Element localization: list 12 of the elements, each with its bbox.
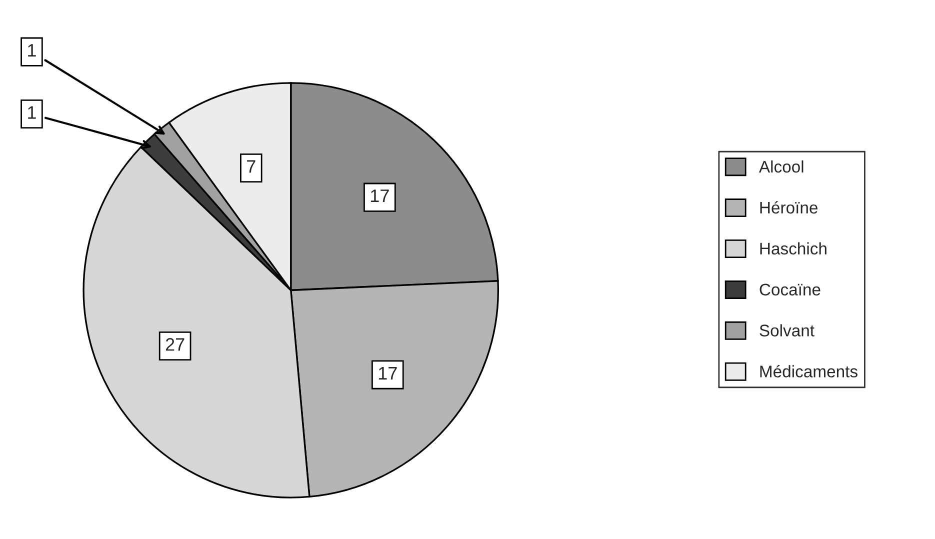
data-label: 17 xyxy=(371,190,389,202)
data-label: 17 xyxy=(378,367,397,380)
legend-label: Solvant xyxy=(760,324,814,336)
legend-label: Alcool xyxy=(758,160,804,173)
legend-label: Haschich xyxy=(760,242,826,255)
data-label: 7 xyxy=(247,160,256,173)
legend-label: Cocaïne xyxy=(760,284,820,296)
legend-label: Médicaments xyxy=(760,364,858,378)
data-label: 27 xyxy=(166,338,184,351)
data-label: 1 xyxy=(28,106,36,119)
legend-label: Héroïne xyxy=(760,201,818,214)
data-label: 1 xyxy=(28,44,36,56)
